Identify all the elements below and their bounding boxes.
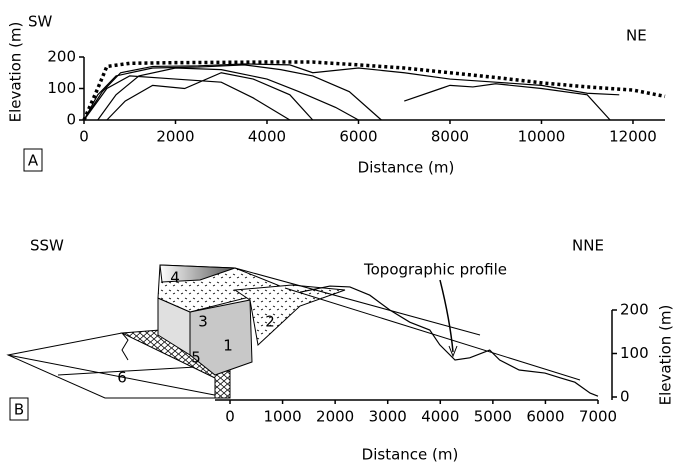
direction-left: SSW	[30, 237, 64, 255]
direction-left: SW	[28, 13, 53, 31]
block-label: 5	[191, 349, 201, 367]
x-tick-label: 2000	[156, 128, 194, 146]
direction-right: NE	[626, 27, 647, 45]
x-tick-label: 3000	[369, 408, 407, 426]
y-axis-title: Elevation (m)	[7, 22, 25, 123]
profile-line	[82, 60, 666, 121]
panel-label: B	[14, 401, 24, 419]
profile-line	[97, 67, 359, 121]
x-tick-label: 6000	[526, 408, 564, 426]
block-label: 4	[170, 269, 180, 287]
y-tick-label: 0	[66, 111, 76, 129]
x-tick-label: 1000	[263, 408, 301, 426]
x-tick-label: 6000	[339, 128, 377, 146]
x-tick-label: 10000	[518, 128, 566, 146]
x-tick-label: 0	[79, 128, 89, 146]
x-tick-label: 4000	[421, 408, 459, 426]
x-tick-label: 12000	[609, 128, 657, 146]
panel-box	[9, 397, 29, 421]
block-label: 6	[117, 369, 127, 387]
profile-line	[83, 75, 291, 121]
block-label: 3	[198, 313, 208, 331]
panel-box	[23, 148, 43, 172]
profile-line	[83, 63, 620, 121]
x-tick-label: 5000	[474, 408, 512, 426]
x-tick-label: 8000	[431, 128, 469, 146]
block-label: 1	[223, 337, 233, 355]
annotation-arrow	[439, 279, 454, 353]
y-tick-label: 100	[620, 344, 649, 362]
annotation: Topographic profile	[363, 261, 507, 279]
y-tick-label: 100	[47, 79, 76, 97]
y-tick-label: 200	[47, 48, 76, 66]
x-tick-label: 7000	[579, 408, 617, 426]
direction-right: NNE	[572, 237, 604, 255]
y-tick-label: 200	[620, 301, 649, 319]
profile-line	[299, 285, 599, 397]
y-axis-title: Elevation (m)	[657, 305, 675, 406]
x-axis-title: Distance (m)	[358, 159, 455, 177]
cross-section	[6, 264, 581, 399]
arrow-head	[448, 345, 458, 358]
block-label: 2	[265, 313, 275, 331]
y-tick-label: 0	[620, 388, 630, 406]
panel-label: A	[28, 152, 39, 170]
x-tick-label: 0	[225, 408, 235, 426]
profile-line	[106, 72, 314, 121]
x-axis-title: Distance (m)	[362, 446, 459, 464]
x-tick-label: 4000	[248, 128, 286, 146]
profile-line	[83, 64, 382, 121]
profile-line	[404, 83, 611, 121]
x-tick-label: 2000	[316, 408, 354, 426]
